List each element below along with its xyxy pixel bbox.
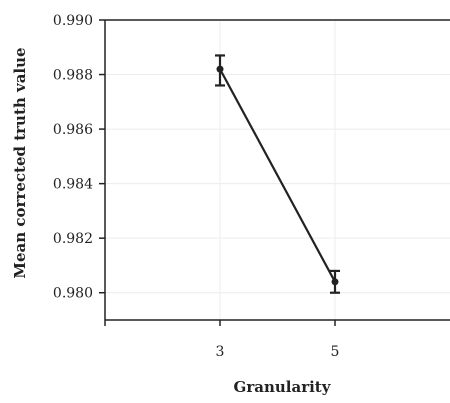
grid-lines [105, 19, 450, 320]
axes [99, 19, 450, 326]
y-tick-label: 0.986 [53, 122, 93, 138]
x-tick-label: 3 [216, 344, 225, 360]
y-tick-label: 0.984 [53, 177, 93, 193]
y-tick-label: 0.980 [53, 286, 93, 302]
y-tick-label: 0.988 [53, 68, 93, 84]
series [215, 54, 340, 294]
x-tick-label: 5 [331, 344, 340, 360]
x-axis-title: Granularity [234, 378, 332, 396]
tick-labels: 0.980 0.982 0.984 0.986 0.988 0.990 3 5 [53, 13, 340, 360]
y-tick-label: 0.990 [53, 13, 93, 29]
series-line [219, 68, 336, 283]
y-tick-label: 0.982 [53, 231, 93, 247]
data-point [216, 65, 224, 73]
y-axis-title: Mean corrected truth value [11, 47, 29, 278]
data-point [331, 278, 339, 286]
